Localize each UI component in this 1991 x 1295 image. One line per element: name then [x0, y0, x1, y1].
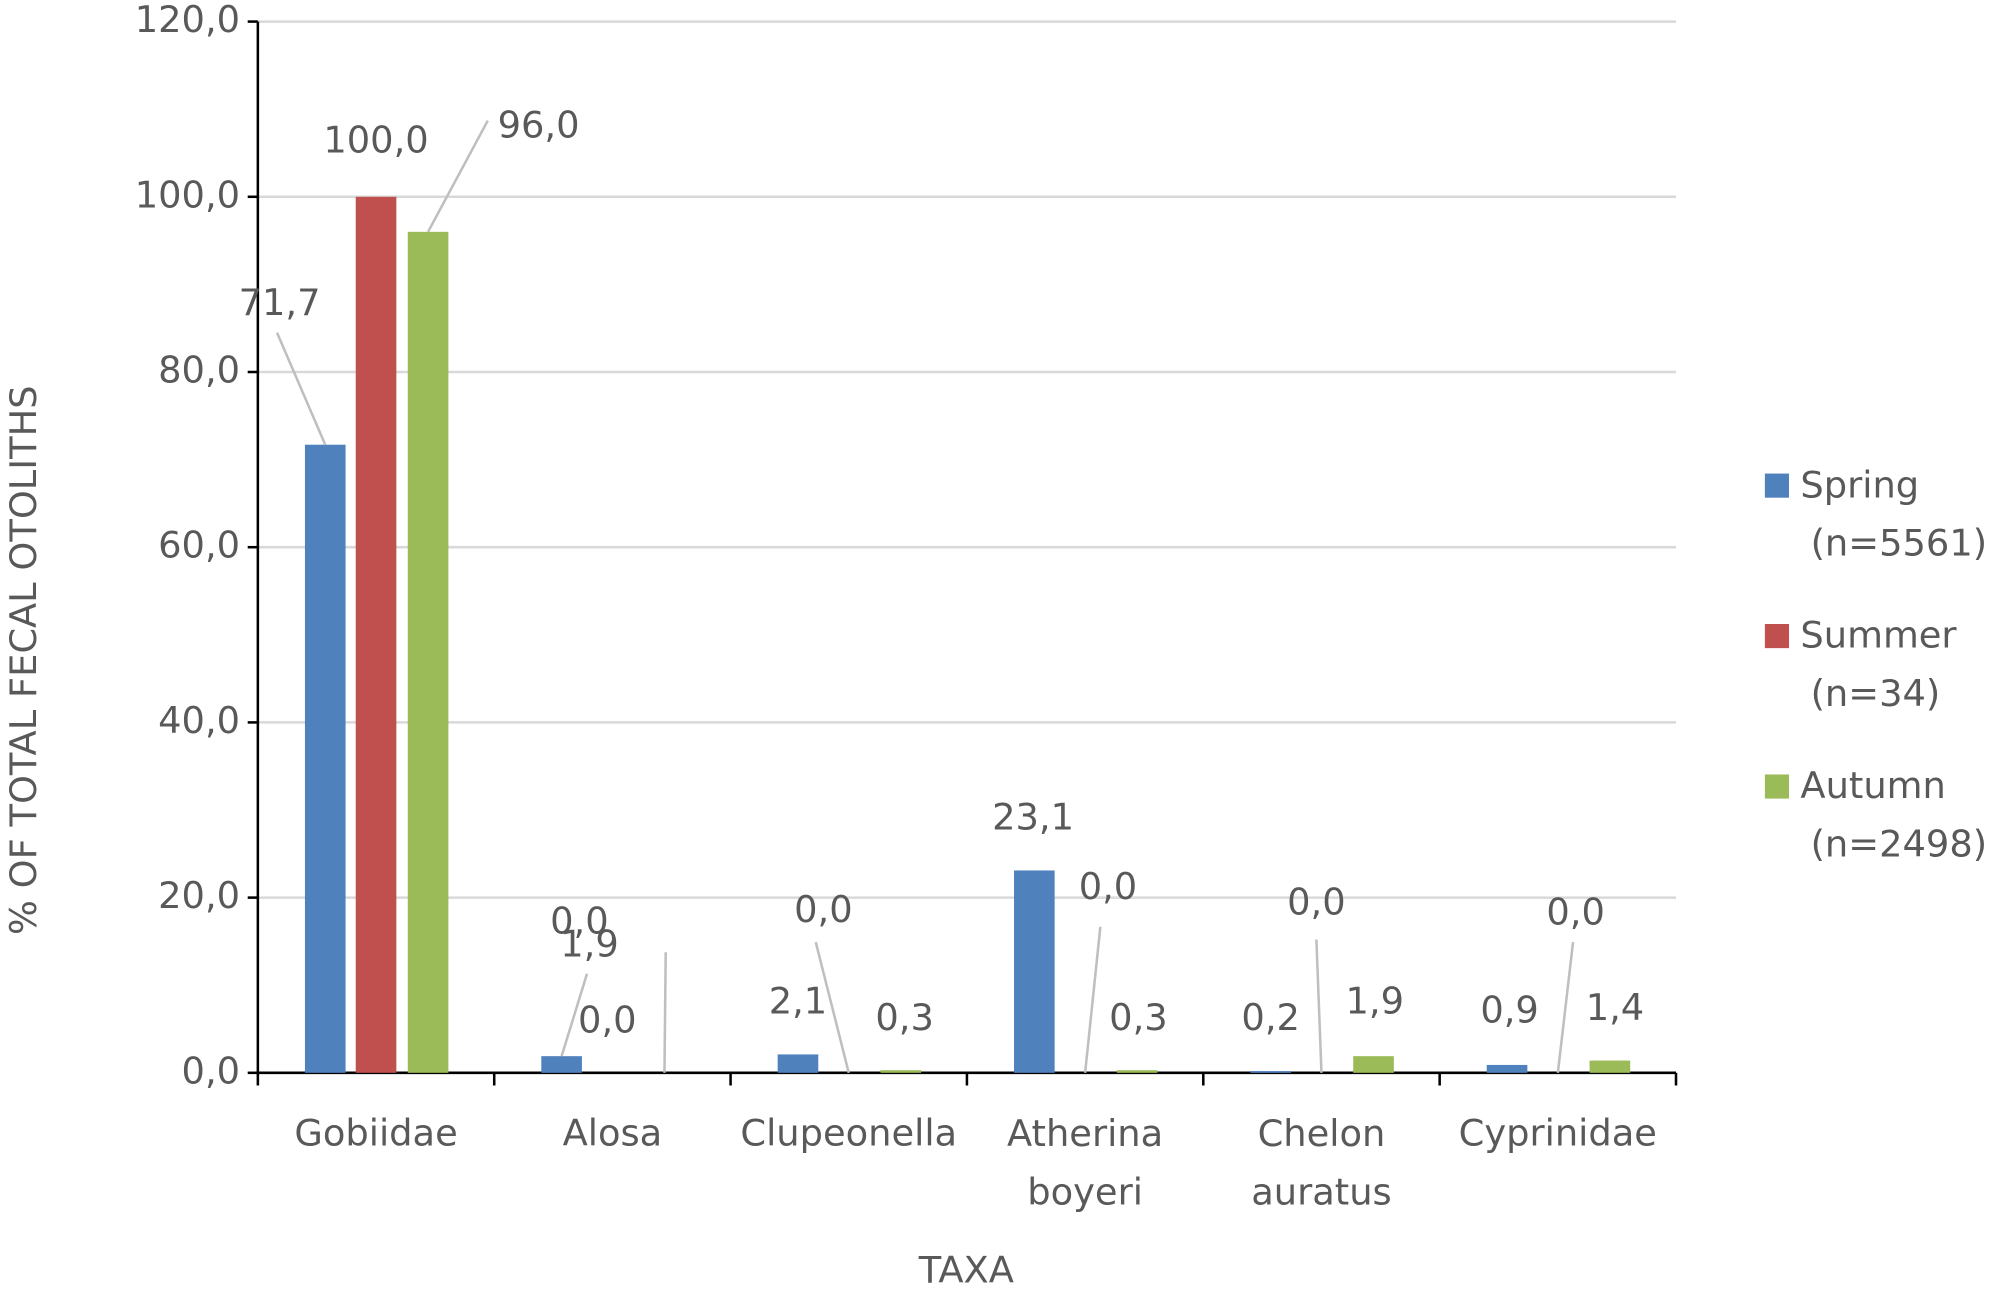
bar [880, 1070, 922, 1073]
leader-line [426, 120, 489, 233]
legend-swatch [1764, 473, 1790, 498]
data-label: 1,4 [1586, 986, 1645, 1029]
data-label: 0,0 [1287, 880, 1346, 923]
data-label: 71,7 [239, 281, 321, 324]
data-label: 0,9 [1480, 988, 1539, 1031]
legend-swatch [1764, 624, 1790, 649]
data-label: 23,1 [992, 795, 1074, 838]
data-label: 0,3 [875, 996, 934, 1039]
bar [777, 1054, 819, 1073]
bar [407, 231, 449, 1073]
bar [304, 444, 346, 1073]
data-label: 0,0 [550, 900, 609, 943]
bar [541, 1056, 582, 1073]
leader-line [275, 332, 327, 446]
leader-line [560, 973, 589, 1057]
y-tick-label: 100,0 [135, 173, 240, 216]
leader-line [1556, 941, 1575, 1073]
x-axis-title: TAXA [918, 1249, 1014, 1292]
x-tick-label: Cyprinidae [1459, 1112, 1657, 1155]
x-tick-label: Alosa [563, 1112, 663, 1155]
data-label: 96,0 [498, 103, 580, 146]
data-label: 0,3 [1109, 996, 1168, 1039]
data-label: 1,9 [560, 922, 619, 965]
bar [1116, 1070, 1158, 1073]
data-label: 0,0 [578, 999, 637, 1042]
bar [1014, 870, 1055, 1073]
leader-line [663, 952, 667, 1073]
x-tick-label: Chelon auratus [1251, 1112, 1391, 1213]
leader-line [1315, 939, 1323, 1073]
data-label: 100,0 [323, 119, 428, 162]
leader-line [814, 941, 850, 1074]
x-tick-label: Atherina boyeri [1007, 1112, 1163, 1213]
bar [1353, 1056, 1394, 1073]
data-label: 0,2 [1241, 996, 1300, 1039]
y-axis-title: % OF TOTAL FECAL OTOLITHS [2, 385, 45, 935]
y-tick-label: 60,0 [158, 524, 240, 567]
y-tick-label: 80,0 [158, 348, 240, 391]
leader-line [1083, 926, 1102, 1073]
y-tick-label: 40,0 [158, 699, 240, 742]
bar [1486, 1064, 1528, 1073]
bar [355, 196, 397, 1073]
y-tick-label: 120,0 [135, 0, 240, 41]
data-label: 0,0 [1079, 865, 1138, 908]
y-tick-label: 0,0 [182, 1049, 241, 1092]
data-label: 2,1 [769, 979, 828, 1022]
data-label: 1,9 [1346, 979, 1405, 1022]
y-tick-label: 20,0 [158, 874, 240, 917]
x-tick-label: Clupeonella [740, 1112, 957, 1155]
data-label: 0,0 [1546, 891, 1605, 934]
x-tick-label: Gobiidae [294, 1112, 457, 1155]
legend-label: Autumn (n=2498) [1800, 764, 1987, 865]
data-label: 0,0 [794, 888, 853, 931]
bar [1589, 1060, 1631, 1073]
legend-swatch [1764, 774, 1790, 799]
bar [1250, 1071, 1292, 1073]
legend-label: Summer (n=34) [1800, 613, 1957, 714]
legend-label: Spring (n=5561) [1800, 463, 1987, 564]
